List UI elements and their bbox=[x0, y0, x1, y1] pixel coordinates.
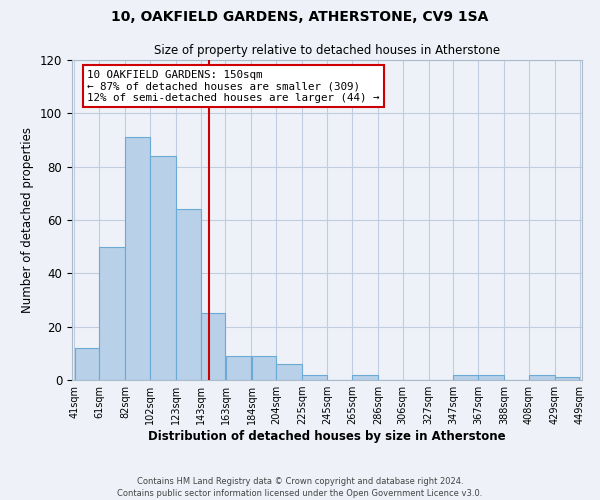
Y-axis label: Number of detached properties: Number of detached properties bbox=[22, 127, 34, 313]
Bar bbox=[251, 356, 276, 380]
Bar bbox=[100, 246, 125, 380]
X-axis label: Distribution of detached houses by size in Atherstone: Distribution of detached houses by size … bbox=[148, 430, 506, 443]
Title: Size of property relative to detached houses in Atherstone: Size of property relative to detached ho… bbox=[154, 44, 500, 58]
Bar bbox=[277, 364, 302, 380]
Bar bbox=[302, 374, 327, 380]
Bar bbox=[201, 314, 226, 380]
Bar bbox=[125, 138, 150, 380]
Bar bbox=[555, 378, 580, 380]
Text: Contains HM Land Registry data © Crown copyright and database right 2024.
Contai: Contains HM Land Registry data © Crown c… bbox=[118, 476, 482, 498]
Bar bbox=[226, 356, 251, 380]
Bar bbox=[529, 374, 554, 380]
Bar bbox=[150, 156, 176, 380]
Bar bbox=[74, 348, 99, 380]
Bar bbox=[454, 374, 478, 380]
Bar bbox=[176, 210, 200, 380]
Bar bbox=[478, 374, 504, 380]
Text: 10, OAKFIELD GARDENS, ATHERSTONE, CV9 1SA: 10, OAKFIELD GARDENS, ATHERSTONE, CV9 1S… bbox=[112, 10, 488, 24]
Text: 10 OAKFIELD GARDENS: 150sqm
← 87% of detached houses are smaller (309)
12% of se: 10 OAKFIELD GARDENS: 150sqm ← 87% of det… bbox=[88, 70, 380, 103]
Bar bbox=[352, 374, 377, 380]
